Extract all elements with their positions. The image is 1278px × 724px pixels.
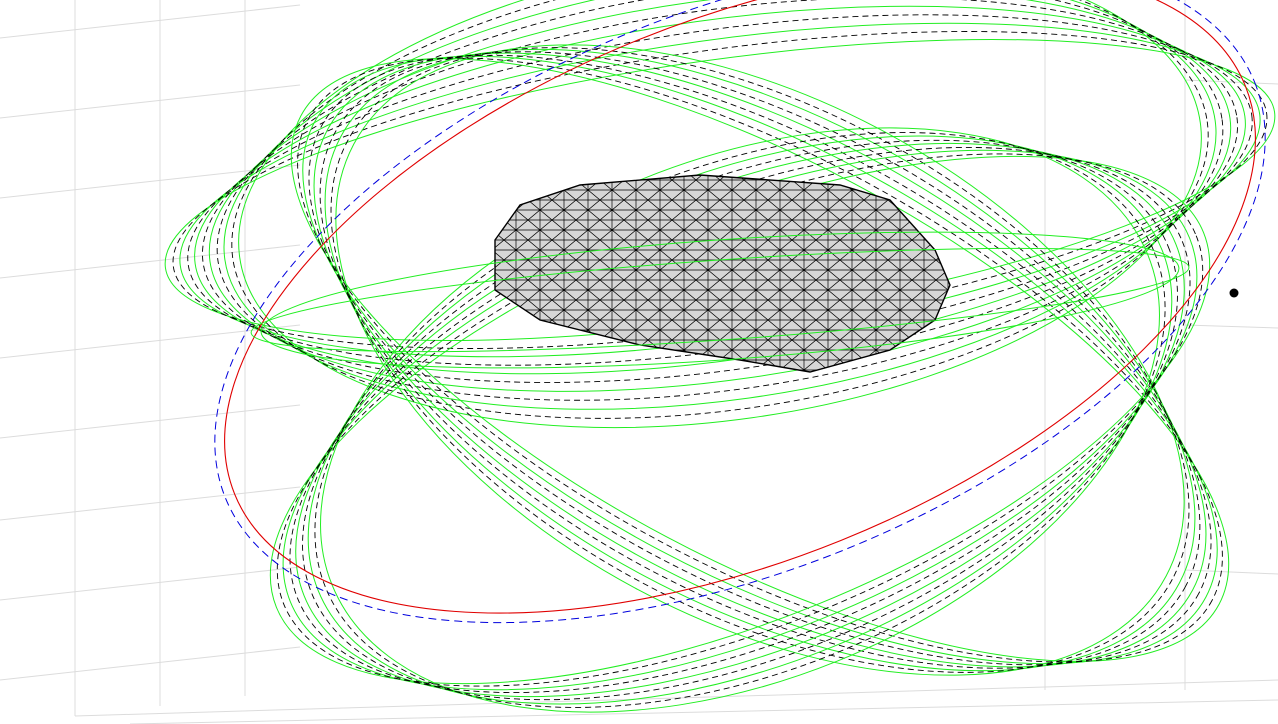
grid-line bbox=[74, 679, 1278, 717]
orbit bbox=[276, 153, 1204, 687]
orbit bbox=[231, 0, 1209, 419]
reference-orbit bbox=[214, 0, 1266, 624]
orbit bbox=[308, 54, 1212, 666]
orbit bbox=[282, 149, 1198, 691]
orbit bbox=[187, 14, 1253, 366]
orbit-family bbox=[290, 44, 1230, 676]
orbit bbox=[314, 132, 1166, 708]
orbit-group bbox=[297, 47, 1223, 673]
orbit bbox=[320, 127, 1160, 713]
orbit bbox=[319, 51, 1201, 669]
orbit-group bbox=[290, 44, 1230, 676]
grid-line bbox=[0, 404, 301, 439]
orbit bbox=[313, 52, 1207, 668]
orbit bbox=[290, 58, 1230, 662]
orbit-group bbox=[276, 132, 1204, 708]
orbit bbox=[302, 139, 1178, 701]
orbit-group bbox=[164, 0, 1276, 429]
orbit bbox=[216, 0, 1224, 401]
orbit bbox=[238, 0, 1202, 429]
grid-line bbox=[0, 324, 301, 359]
grid-line bbox=[0, 4, 301, 39]
reference-orbit bbox=[224, 0, 1256, 614]
grid-line bbox=[1184, 79, 1278, 85]
orbit bbox=[297, 57, 1223, 663]
orbit bbox=[335, 44, 1185, 676]
spacecraft-marker bbox=[1229, 288, 1239, 298]
grid-line bbox=[0, 244, 301, 279]
grid-line bbox=[0, 646, 301, 681]
grid-line bbox=[0, 84, 301, 119]
asteroid-mesh bbox=[495, 175, 950, 372]
asteroid bbox=[494, 174, 951, 373]
orbit bbox=[223, 0, 1217, 410]
grid-line bbox=[0, 566, 301, 601]
grid-line bbox=[0, 486, 301, 521]
orbit-family bbox=[164, 0, 1276, 429]
grid-line bbox=[0, 164, 301, 199]
orbit bbox=[208, 0, 1232, 392]
orbit bbox=[269, 155, 1211, 685]
grid-line bbox=[129, 699, 1278, 724]
grid-line bbox=[1184, 324, 1278, 329]
orbit bbox=[250, 247, 1190, 353]
orbit bbox=[302, 55, 1218, 665]
grid-line bbox=[1184, 569, 1278, 575]
